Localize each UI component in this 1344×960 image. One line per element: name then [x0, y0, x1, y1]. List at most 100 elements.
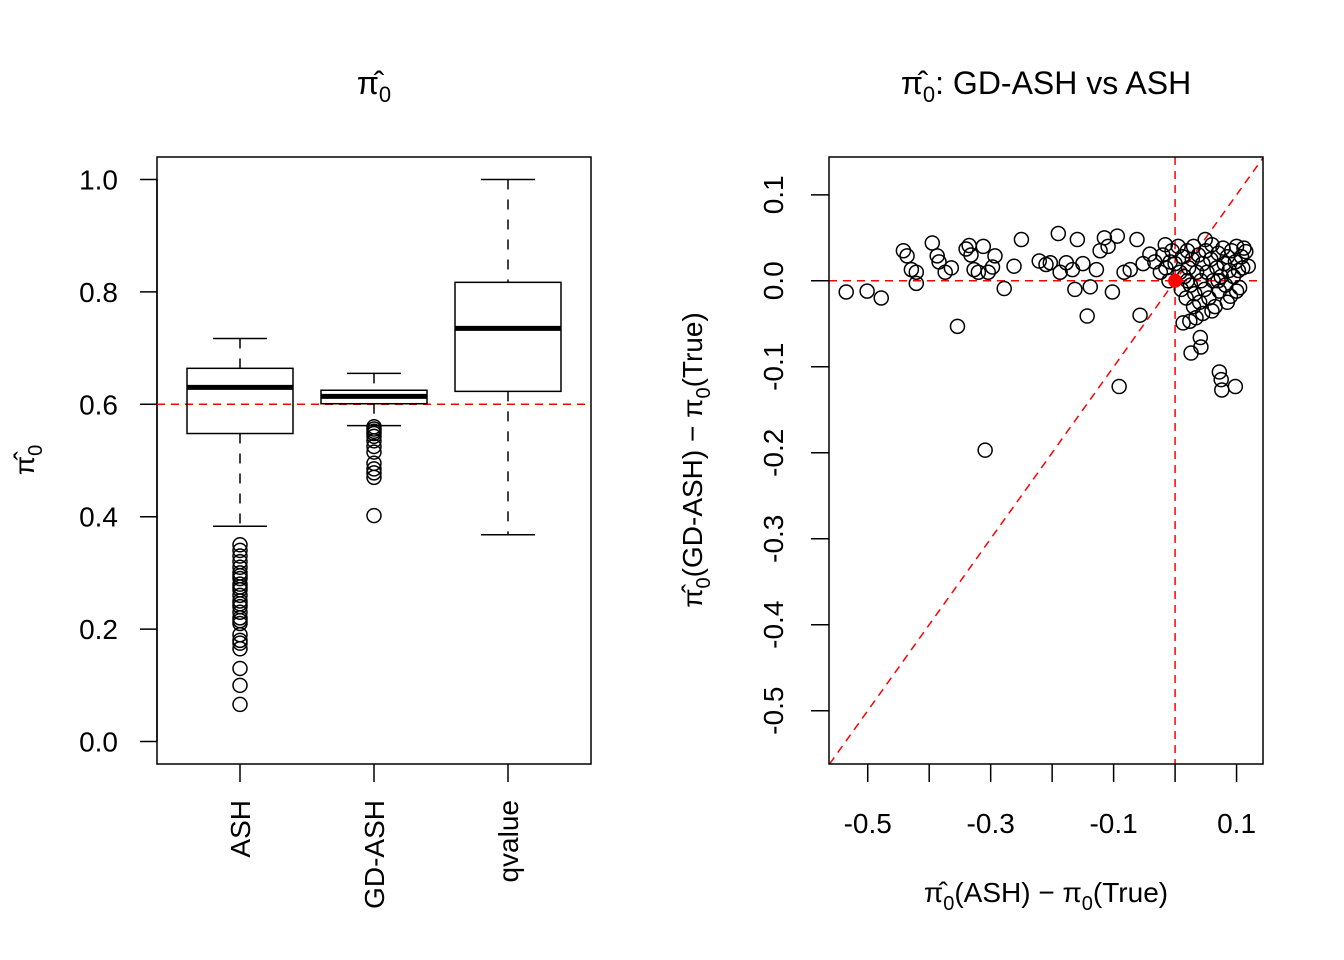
- y-tick-label: -0.4: [758, 601, 789, 649]
- scatter-frame: [828, 156, 1264, 765]
- scatter-point: [1192, 329, 1209, 346]
- x-tick-label: -0.1: [1089, 808, 1137, 839]
- scatter-point: [1233, 248, 1250, 265]
- scatter-point: [1210, 273, 1226, 289]
- outlier-point: [366, 507, 382, 524]
- outlier-point: [366, 465, 382, 481]
- scatter-point: [1234, 260, 1251, 276]
- y-tick-label: 0.6: [79, 389, 118, 420]
- scatter-point: [1204, 303, 1220, 319]
- scatter-point: [1170, 238, 1186, 255]
- y-tick-label: 0.4: [79, 502, 118, 533]
- y-tick-label: 0.0: [79, 727, 118, 758]
- outlier-point: [232, 635, 248, 651]
- boxplot-panel: π̂0 π̂0 0.0 0.2 0.4 0.6 0.8 1.0 ASH GD-ASH qvalu…: [9, 65, 592, 909]
- scatter-point: [1079, 308, 1095, 324]
- scatter-point: [949, 318, 966, 335]
- scatter-point: [1196, 281, 1213, 298]
- y-tick-label: 0.0: [758, 261, 789, 300]
- scatter-point: [1193, 339, 1209, 355]
- scatter-point: [1100, 238, 1116, 255]
- y-tick-label: -0.2: [758, 429, 789, 477]
- scatter-point: [1219, 294, 1236, 311]
- scatter-point: [958, 241, 974, 257]
- scatter-point: [1042, 255, 1059, 271]
- scatter-point: [1182, 277, 1199, 293]
- x-tick-label: qvalue: [493, 800, 524, 883]
- outlier-point: [232, 548, 248, 564]
- scatter-point: [908, 264, 925, 280]
- boxplot-frame: [156, 156, 592, 765]
- scatter-point: [1111, 378, 1127, 395]
- scatter-point: [1185, 298, 1202, 315]
- outlier-point: [232, 696, 248, 713]
- scatter-point: [961, 237, 977, 254]
- scatter-point: [1211, 364, 1228, 380]
- scatter-point: [1109, 228, 1126, 244]
- scatter-point: [1183, 345, 1199, 361]
- y-tick-label: 0.1: [758, 175, 789, 214]
- scatter-title: π̂0: GD-ASH vs ASH: [901, 65, 1191, 107]
- outlier-point: [232, 604, 248, 620]
- scatter-point: [1180, 260, 1197, 276]
- outlier-point: [366, 433, 382, 449]
- scatter-point: [1096, 230, 1113, 246]
- scatter-point: [1142, 246, 1158, 262]
- scatter-point: [1152, 264, 1169, 280]
- outlier-point: [232, 677, 248, 694]
- scatter-point: [984, 259, 1001, 275]
- scatter-point: [1231, 279, 1248, 296]
- scatter-point: [1213, 371, 1229, 388]
- scatter-point: [1092, 242, 1108, 259]
- x-tick-label: 0.1: [1217, 808, 1256, 839]
- scatter-point: [859, 283, 875, 299]
- outlier-point: [366, 444, 382, 460]
- scatter-point: [1214, 382, 1230, 398]
- highlight-point: [1168, 273, 1183, 288]
- scatter-point: [1227, 378, 1244, 395]
- outlier-point: [366, 428, 382, 445]
- y-tick-label: -0.1: [758, 343, 789, 391]
- x-tick-label: GD-ASH: [359, 800, 390, 909]
- scatter-point: [1198, 242, 1214, 259]
- scatter-point: [924, 235, 941, 251]
- scatter-point: [899, 248, 915, 264]
- scatter-y-label: π̂0(GD-ASH) − π0(True): [677, 312, 715, 608]
- scatter-point: [980, 264, 996, 280]
- outlier-point: [232, 587, 248, 604]
- outlier-point: [232, 559, 248, 576]
- scatter-point: [1088, 261, 1105, 278]
- outlier-point: [232, 641, 248, 657]
- scatter-point: [1069, 231, 1086, 248]
- scatter-point: [1132, 307, 1148, 323]
- box-ASH: [186, 367, 294, 435]
- scatter-x-label: π̂0(ASH) − π0(True): [924, 877, 1168, 915]
- y-tick-label: -0.3: [758, 515, 789, 563]
- outlier-point: [232, 542, 248, 559]
- diagonal-reference-line: [829, 157, 1264, 765]
- scatter-point: [1104, 284, 1121, 300]
- boxplot-y-label: π̂0: [9, 445, 47, 475]
- scatter-point: [873, 290, 890, 306]
- outlier-point: [232, 660, 248, 677]
- outlier-point: [232, 615, 248, 632]
- outlier-point: [366, 461, 382, 477]
- scatter-point: [1129, 231, 1145, 248]
- y-tick-label: 0.2: [79, 614, 118, 645]
- box-qvalue: [454, 281, 562, 393]
- scatter-panel: π̂0: GD-ASH vs ASH π̂0(ASH) − π0(True) π…: [677, 65, 1264, 915]
- scatter-point: [929, 248, 945, 264]
- y-tick-label: -0.5: [758, 687, 789, 735]
- x-tick-label: -0.5: [844, 808, 892, 839]
- y-tick-label: 0.8: [79, 277, 118, 308]
- scatter-point: [963, 247, 979, 263]
- outlier-point: [366, 469, 382, 486]
- scatter-point: [943, 260, 960, 276]
- boxplot-title: π̂0: [357, 65, 391, 107]
- scatter-point: [1178, 290, 1194, 306]
- scatter-point: [970, 264, 987, 280]
- scatter-point: [1236, 240, 1252, 256]
- scatter-point: [908, 275, 925, 292]
- outlier-point: [232, 570, 248, 587]
